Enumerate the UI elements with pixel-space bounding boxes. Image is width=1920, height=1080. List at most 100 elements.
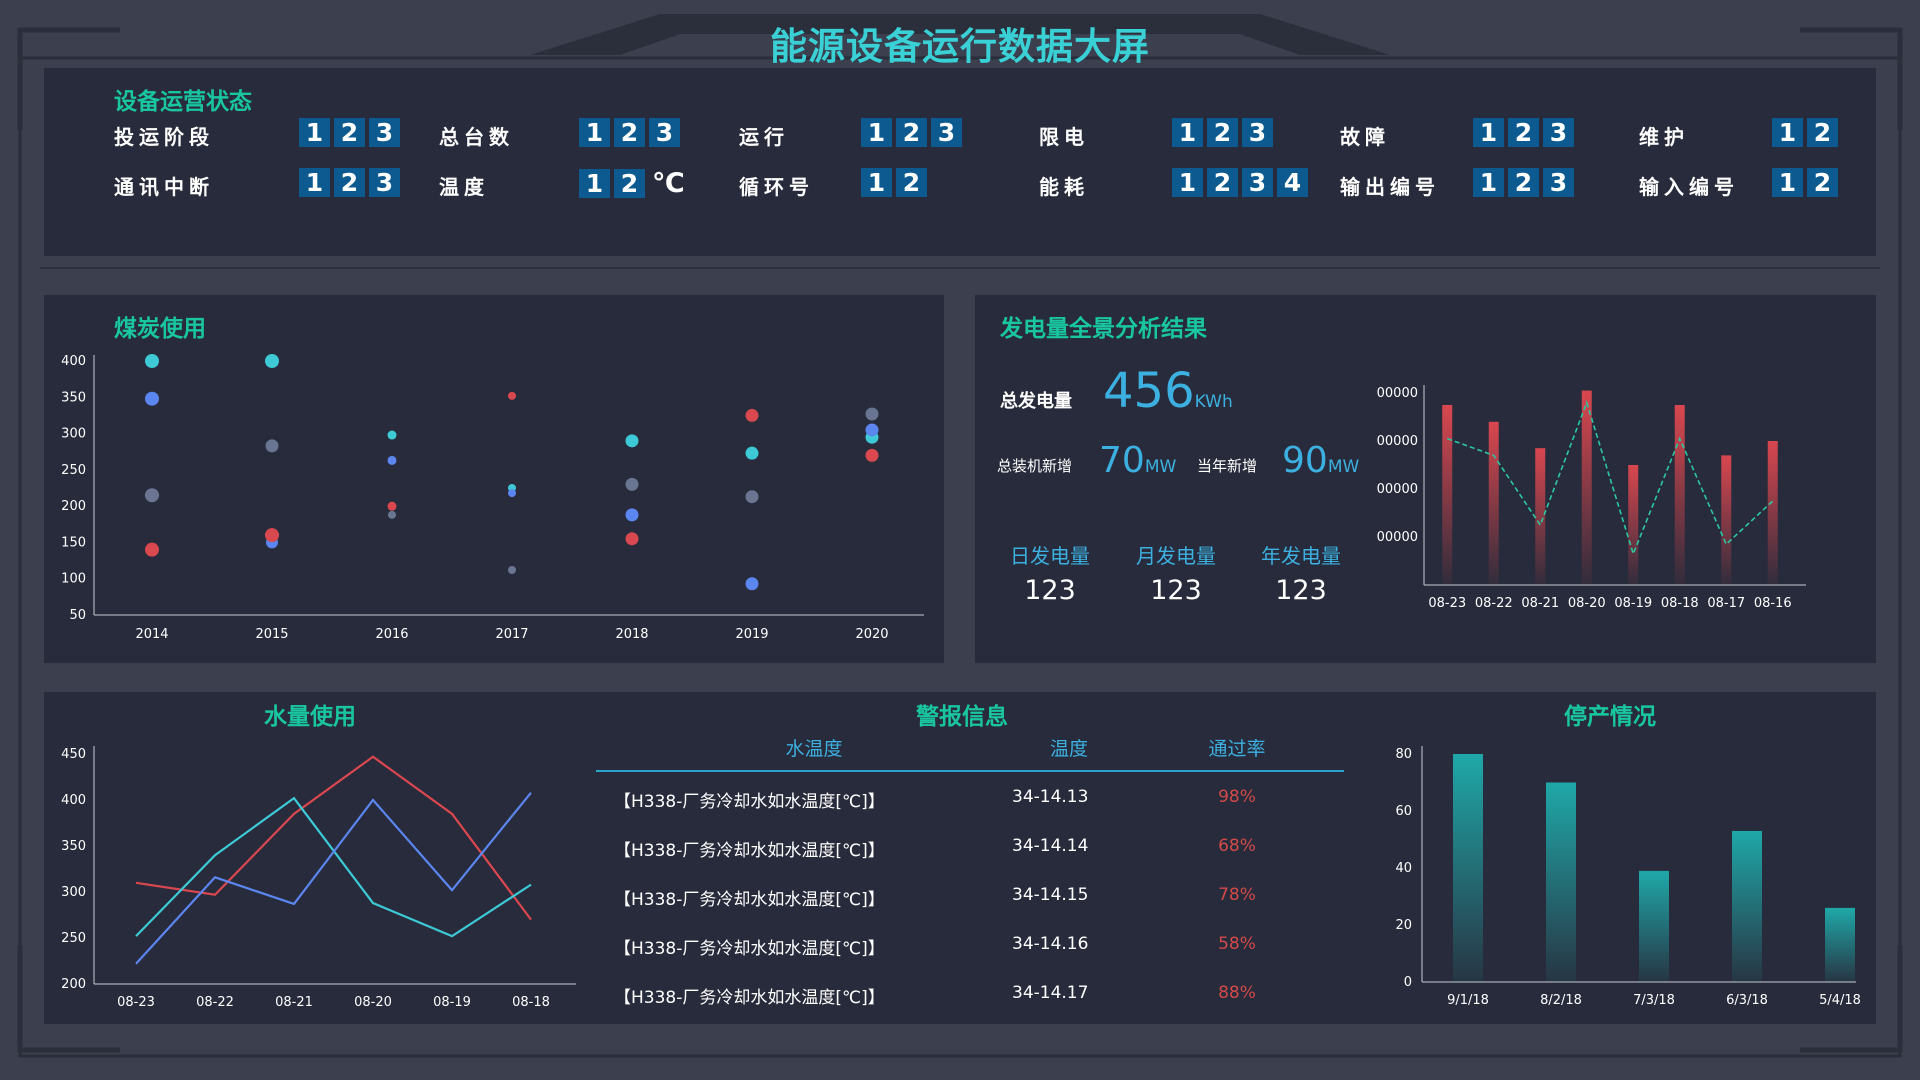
stop-x-tick: 5/4/18 <box>1819 993 1861 1008</box>
status-label: 维护 <box>1639 125 1689 149</box>
coal-x-tick: 2015 <box>255 627 288 642</box>
installed-label: 总装机新增 <box>997 457 1073 475</box>
coal-x-tick: 2018 <box>615 627 648 642</box>
status-digit: 2 <box>1807 168 1838 197</box>
coal-point <box>387 430 397 440</box>
power-x-tick: 08-21 <box>1521 596 1559 611</box>
status-digit: 2 <box>1508 168 1539 197</box>
status-label: 运行 <box>739 125 789 149</box>
coal-point <box>625 477 639 491</box>
coal-y-tick: 350 <box>61 390 86 405</box>
alarm-row-rate: 98% <box>1218 787 1256 807</box>
power-x-tick: 08-18 <box>1661 596 1699 611</box>
alarm-row-temp: 34-14.13 <box>1012 787 1089 807</box>
water-x-tick: 08-18 <box>512 995 550 1010</box>
power-x-tick: 08-17 <box>1707 596 1745 611</box>
total-power-unit: KWh <box>1194 392 1233 412</box>
stop-bar-chart: 0 20 40 60 80 9/1/18 8/2/18 7/3/18 6/3/18 5/4/18 <box>1395 746 1861 1008</box>
status-digit: 1 <box>1172 168 1203 197</box>
status-digit: 1 <box>579 118 610 147</box>
coal-point <box>625 532 639 546</box>
power-x-tick: 08-23 <box>1428 596 1466 611</box>
daily-power-value: 123 <box>1024 575 1076 606</box>
water-y-tick: 450 <box>61 747 86 762</box>
coal-point <box>745 446 759 460</box>
status-digit: 2 <box>896 168 927 197</box>
stop-x-tick: 6/3/18 <box>1726 993 1768 1008</box>
status-panel-title: 设备运营状态 <box>114 89 252 115</box>
water-panel-title: 水量使用 <box>264 704 356 730</box>
water-line-chart: 200 250 300 350 400 450 08-23 08-22 08-21 08-20 08… <box>61 746 576 1010</box>
stop-bar <box>1639 870 1669 982</box>
water-x-tick: 08-22 <box>196 995 234 1010</box>
coal-point <box>387 501 397 511</box>
coal-point <box>145 488 159 503</box>
yearly-power-label: 年发电量 <box>1261 544 1341 568</box>
power-bar <box>1535 448 1546 585</box>
coal-point <box>508 489 516 498</box>
stop-x-tick: 7/3/18 <box>1633 993 1675 1008</box>
alarm-panel-title: 警报信息 <box>916 704 1008 730</box>
status-digits: 1 2 ℃ <box>579 168 685 199</box>
coal-point <box>745 408 759 422</box>
coal-point <box>265 528 279 543</box>
status-digit: 1 <box>861 168 892 197</box>
coal-x-tick: 2016 <box>375 627 408 642</box>
alarm-row-name: 【H338-厂务冷却水如水温度[℃]】 <box>614 939 885 959</box>
water-line <box>135 755 532 921</box>
alarm-row-rate: 58% <box>1218 934 1256 954</box>
status-digit: 2 <box>334 168 365 197</box>
year-new-value: 90MW <box>1282 440 1359 481</box>
status-digit: 1 <box>861 118 892 147</box>
power-line <box>1446 400 1774 557</box>
status-digit: 2 <box>896 118 927 147</box>
status-unit: ℃ <box>652 168 685 199</box>
status-digit: 2 <box>334 118 365 147</box>
water-y-tick: 200 <box>61 977 86 992</box>
power-y-tick: 200000 <box>1376 530 1418 545</box>
power-bar <box>1721 455 1732 585</box>
alarm-row-rate: 68% <box>1218 836 1256 856</box>
total-power-label: 总发电量 <box>1000 391 1072 412</box>
year-new-number: 90 <box>1282 440 1328 481</box>
status-digit: 1 <box>1473 118 1504 147</box>
status-digit: 3 <box>931 118 962 147</box>
coal-panel-title: 煤炭使用 <box>114 316 206 342</box>
coal-x-tick: 2017 <box>495 627 528 642</box>
alarm-row-name: 【H338-厂务冷却水如水温度[℃]】 <box>614 841 885 861</box>
coal-x-tick: 2014 <box>135 627 168 642</box>
water-y-tick: 350 <box>61 839 86 854</box>
power-y-tick: 600000 <box>1376 434 1418 449</box>
status-digit: 1 <box>299 168 330 197</box>
bottom-panel: 水量使用 200 250 300 350 400 450 08-23 08-22 08-21 08… <box>44 692 1876 1024</box>
status-digit: 3 <box>1242 118 1273 147</box>
status-panel: 设备运营状态 投运阶段 1 2 3 总台数 1 2 3 运行 1 2 3 限电 1 2 3 故障 1 2 3 维护 1 2 通… <box>44 68 1876 256</box>
coal-point <box>145 542 159 557</box>
coal-point <box>265 354 279 368</box>
water-x-tick: 08-21 <box>275 995 313 1010</box>
status-digit: 2 <box>614 169 645 198</box>
installed-value: 70MW <box>1099 440 1176 481</box>
installed-unit: MW <box>1144 457 1177 477</box>
coal-point <box>865 407 879 421</box>
stop-y-tick: 20 <box>1395 918 1412 933</box>
power-bar <box>1488 421 1499 585</box>
alarm-header-divider <box>596 770 1344 772</box>
stop-panel-title: 停产情况 <box>1564 704 1656 730</box>
alarm-header-temp: 温度 <box>1049 738 1088 760</box>
stop-y-tick: 80 <box>1395 747 1412 762</box>
power-x-tick: 08-16 <box>1754 596 1792 611</box>
power-bar <box>1581 390 1592 585</box>
water-x-tick: 08-20 <box>354 995 392 1010</box>
status-digit: 1 <box>1172 118 1203 147</box>
status-label: 输出编号 <box>1340 175 1440 199</box>
year-new-unit: MW <box>1327 457 1360 477</box>
alarm-row-rate: 78% <box>1218 885 1256 905</box>
coal-point <box>508 566 516 575</box>
stop-y-tick: 60 <box>1395 804 1412 819</box>
alarm-row-name: 【H338-厂务冷却水如水温度[℃]】 <box>614 792 885 812</box>
